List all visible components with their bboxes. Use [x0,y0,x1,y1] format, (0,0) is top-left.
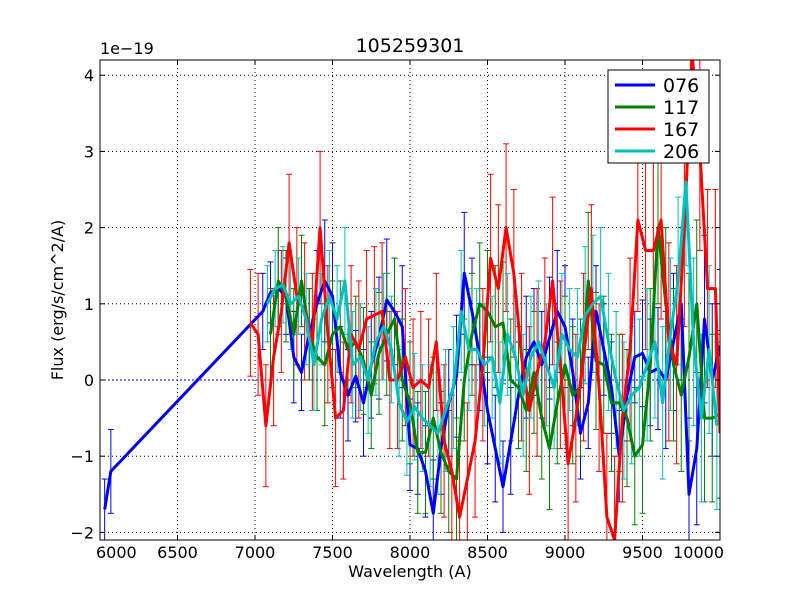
y-tick-label: 1 [84,295,94,314]
y-tick-label: 4 [84,66,94,85]
x-tick-label: 8500 [467,543,508,562]
legend-label-117: 117 [663,97,699,119]
legend-label-206: 206 [663,141,699,163]
y-tick-label: 2 [84,219,94,238]
y-axis-label: Flux (erg/s/cm^2/A) [48,220,67,381]
y-tick-label: −2 [70,523,94,542]
axis-ticks: 6000 6500 7000 7500 8000 8500 9000 9500 10000 −2 −… [70,60,724,562]
chart-title: 105259301 [356,35,465,57]
series-line-206 [266,180,719,435]
x-tick-label: 7500 [312,543,353,562]
legend-label-076: 076 [663,75,699,97]
y-tick-label: −1 [70,447,94,466]
y-offset-text: 1e−19 [100,39,154,58]
x-tick-label: 7000 [235,543,276,562]
series-group [101,60,720,540]
y-tick-label: 3 [84,142,94,161]
x-tick-label: 6000 [96,543,137,562]
x-axis-label: Wavelength (A) [348,562,471,581]
legend-label-167: 167 [663,119,699,141]
x-tick-label: 9500 [622,543,663,562]
series-line-076 [103,271,720,515]
series-line-117 [269,226,720,481]
x-tick-label: 10000 [673,543,724,562]
x-tick-label: 8000 [390,543,431,562]
x-tick-label: 6500 [157,543,198,562]
x-tick-label: 9000 [545,543,586,562]
y-tick-label: 0 [84,371,94,390]
series-line-167 [249,60,720,540]
